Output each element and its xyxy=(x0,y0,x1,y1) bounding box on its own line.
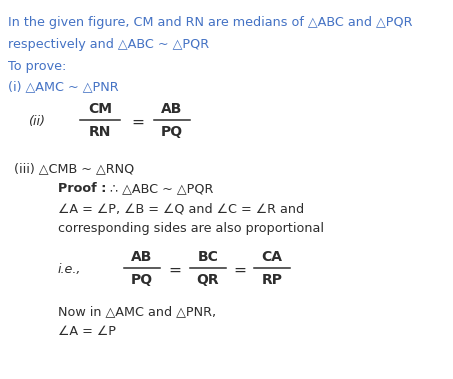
Text: Proof :: Proof : xyxy=(58,182,106,195)
Text: PQ: PQ xyxy=(161,125,183,139)
Text: PQ: PQ xyxy=(131,273,153,287)
Text: RP: RP xyxy=(261,273,283,287)
Text: (i) △AMC ~ △PNR: (i) △AMC ~ △PNR xyxy=(8,80,119,93)
Text: AB: AB xyxy=(131,250,153,264)
Text: =: = xyxy=(169,263,182,277)
Text: CA: CA xyxy=(261,250,283,264)
Text: (iii) △CMB ~ △RNQ: (iii) △CMB ~ △RNQ xyxy=(14,162,134,175)
Text: ∴ △ABC ~ △PQR: ∴ △ABC ~ △PQR xyxy=(110,182,213,195)
Text: Now in △AMC and △PNR,: Now in △AMC and △PNR, xyxy=(58,305,216,318)
Text: QR: QR xyxy=(197,273,219,287)
Text: RN: RN xyxy=(89,125,111,139)
Text: =: = xyxy=(233,263,246,277)
Text: respectively and △ABC ~ △PQR: respectively and △ABC ~ △PQR xyxy=(8,38,209,51)
Text: =: = xyxy=(131,114,145,130)
Text: ∠A = ∠P, ∠B = ∠Q and ∠C = ∠R and: ∠A = ∠P, ∠B = ∠Q and ∠C = ∠R and xyxy=(58,202,304,215)
Text: BC: BC xyxy=(198,250,218,264)
Text: ∠A = ∠P: ∠A = ∠P xyxy=(58,325,116,338)
Text: AB: AB xyxy=(161,102,183,116)
Text: corresponding sides are also proportional: corresponding sides are also proportiona… xyxy=(58,222,324,235)
Text: In the given figure, CM and RN are medians of △ABC and △PQR: In the given figure, CM and RN are media… xyxy=(8,16,413,29)
Text: (ii): (ii) xyxy=(28,116,45,128)
Text: CM: CM xyxy=(88,102,112,116)
Text: i.e.,: i.e., xyxy=(58,263,82,277)
Text: To prove:: To prove: xyxy=(8,60,67,73)
